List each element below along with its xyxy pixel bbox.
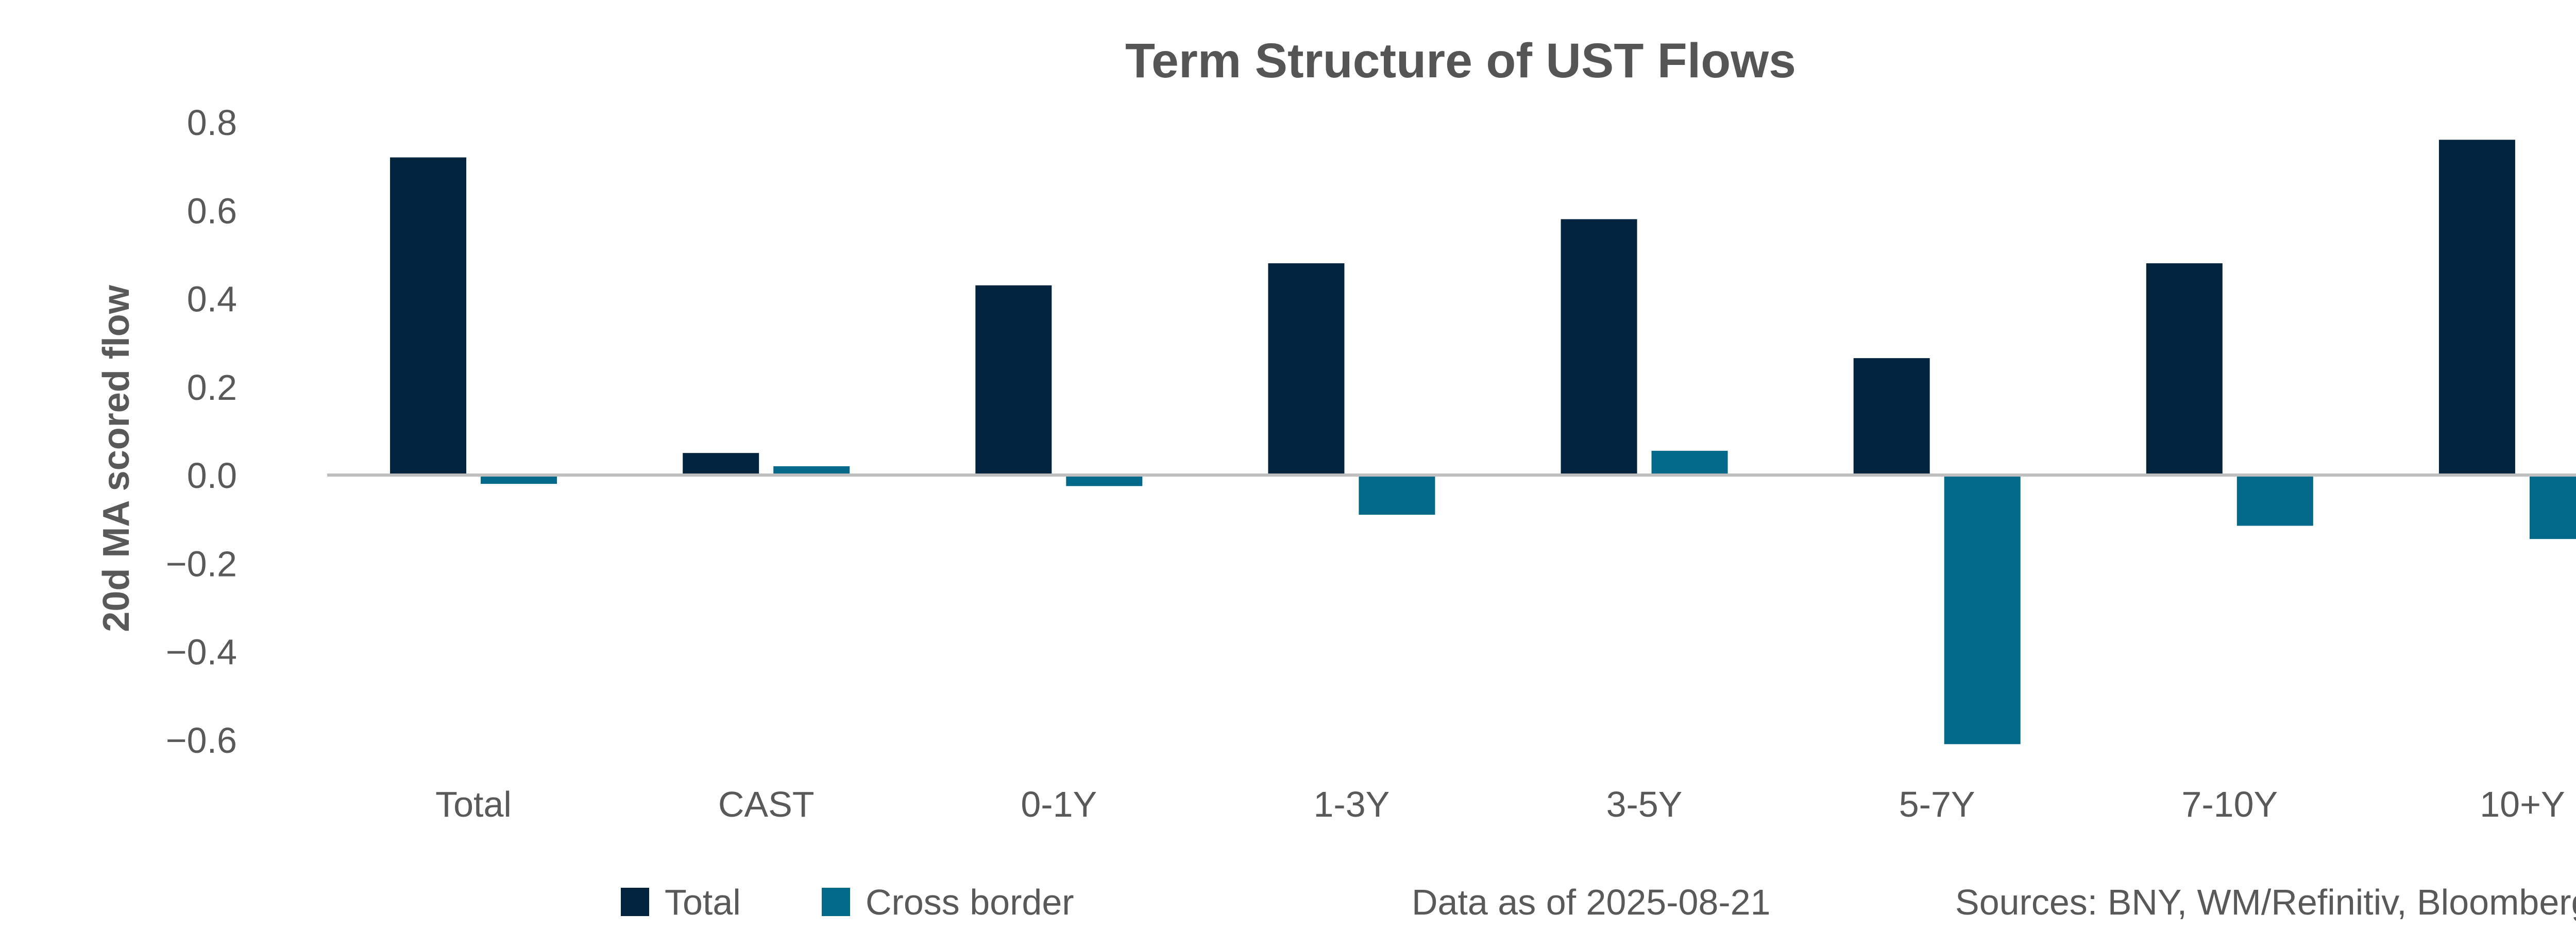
y-tick-label: 0.6	[187, 191, 237, 231]
x-tick-label: 10+Y	[2480, 784, 2565, 824]
chart-title: Term Structure of UST Flows	[1125, 33, 1796, 88]
y-tick-label: 0.2	[187, 367, 237, 408]
x-axis-labels: Total CAST 0-1Y 1-3Y 3-5Y 5-7Y 7-10Y 10+Y	[435, 784, 2565, 824]
y-tick-label: 0.8	[187, 103, 237, 143]
y-tick-label: 0.4	[187, 279, 237, 319]
legend-swatch-total	[621, 888, 649, 916]
x-tick-label: Total	[435, 784, 512, 824]
y-tick-label: −0.2	[166, 544, 237, 584]
bar-cross-border-10-y	[2529, 475, 2576, 539]
x-tick-label: 0-1Y	[1021, 784, 1097, 824]
sources-note: Sources: BNY, WM/Refinitiv, Bloomberg	[1955, 882, 2576, 922]
bar-cross-border-7-10y	[2236, 475, 2313, 526]
bar-total-3-5y	[1561, 219, 1637, 475]
x-tick-label: 1-3Y	[1314, 784, 1390, 824]
x-tick-label: 3-5Y	[1606, 784, 1683, 824]
bar-total-5-7y	[1853, 358, 1930, 475]
bar-cross-border-0-1y	[1066, 475, 1143, 486]
y-tick-label: 0.0	[187, 455, 237, 496]
x-tick-label: CAST	[718, 784, 815, 824]
x-tick-label: 7-10Y	[2181, 784, 2278, 824]
bar-cross-border-1-3y	[1359, 475, 1435, 515]
legend-label-cross-border: Cross border	[866, 882, 1074, 922]
bar-total-1-3y	[1268, 263, 1345, 475]
bar-cross-border-5-7y	[1944, 475, 2021, 745]
bar-cross-border-cast	[773, 466, 850, 475]
bar-total-total	[390, 157, 467, 475]
bar-total-0-1y	[975, 285, 1052, 475]
y-tick-label: −0.4	[166, 632, 237, 672]
bar-cross-border-total	[481, 475, 557, 484]
bar-total-10-y	[2438, 140, 2515, 475]
bar-cross-border-3-5y	[1651, 450, 1728, 475]
y-tick-label: −0.6	[166, 720, 237, 760]
bars	[390, 140, 2576, 745]
legend: Total Cross border	[621, 882, 1074, 922]
bar-total-7-10y	[2146, 263, 2223, 475]
legend-swatch-cross-border	[822, 888, 850, 916]
x-tick-label: 5-7Y	[1899, 784, 1975, 824]
y-axis-ticks: 0.8 0.6 0.4 0.2 0.0 −0.2 −0.4 −0.6	[166, 103, 237, 760]
data-as-of-note: Data as of 2025-08-21	[1412, 882, 1771, 922]
y-axis-label: 20d MA scored flow	[96, 284, 137, 632]
bar-total-cast	[683, 453, 759, 475]
legend-label-total: Total	[665, 882, 741, 922]
